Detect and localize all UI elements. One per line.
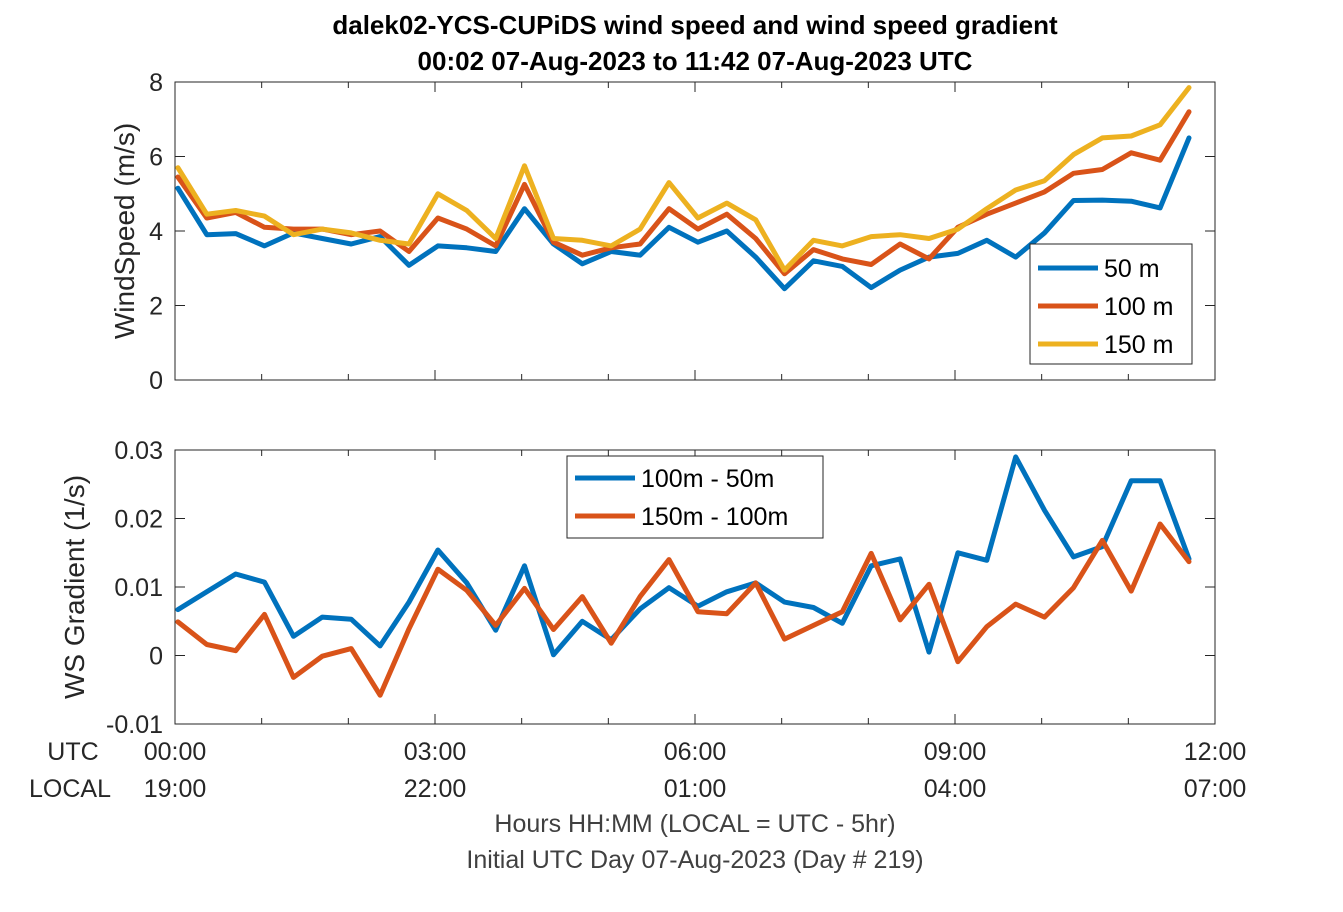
windspeed-legend-label: 150 m — [1104, 331, 1173, 359]
windspeed-ytick-label: 4 — [149, 218, 163, 246]
local-tick-label: 01:00 — [664, 775, 727, 803]
gradient-legend-label: 100m - 50m — [641, 465, 774, 493]
local-tick-label: 19:00 — [144, 775, 207, 803]
gradient-ylabel: WS Gradient (1/s) — [59, 475, 90, 699]
utc-row-label: UTC — [47, 738, 98, 766]
local-tick-label: 22:00 — [404, 775, 467, 803]
gradient-ytick-label: 0.01 — [114, 574, 163, 602]
gradient-ytick-label: -0.01 — [106, 711, 163, 739]
x-tick-labels: 00:00 19:00 03:00 22:00 06:00 01:00 09:00 04:00… — [144, 738, 1247, 803]
utc-tick-label: 09:00 — [924, 738, 987, 766]
local-tick-label: 07:00 — [1184, 775, 1247, 803]
windspeed-ytick-label: 0 — [149, 367, 163, 395]
utc-tick-label: 12:00 — [1184, 738, 1247, 766]
gradient-legend-box — [566, 455, 824, 539]
local-tick-label: 04:00 — [924, 775, 987, 803]
local-row-label: LOCAL — [29, 775, 111, 803]
gradient-series-2-line — [175, 521, 1192, 698]
windspeed-series-1-line — [175, 135, 1192, 292]
windspeed-series-lines — [175, 85, 1192, 292]
utc-tick-label: 06:00 — [664, 738, 727, 766]
gradient-series-1-line — [175, 454, 1192, 658]
windspeed-series-3-line — [175, 85, 1192, 273]
windspeed-ylabel: WindSpeed (m/s) — [109, 123, 140, 339]
windspeed-axes: 0 2 4 6 8 WindSpeed (m/s) 50 m 100 m 150 m — [109, 69, 1216, 395]
gradient-ytick-label: 0.03 — [114, 437, 163, 465]
gradient-legend: 100m - 50m 150m - 100m — [566, 455, 824, 539]
gradient-series-lines — [175, 454, 1192, 698]
windspeed-legend-label: 100 m — [1104, 293, 1173, 321]
gradient-legend-label: 150m - 100m — [641, 503, 788, 531]
windspeed-ticks: 0 2 4 6 8 — [149, 69, 1216, 395]
chart-subtitle: 00:02 07-Aug-2023 to 11:42 07-Aug-2023 U… — [418, 46, 973, 76]
gradient-ytick-label: 0.02 — [114, 506, 163, 534]
gradient-ticks: -0.01 0 0.01 0.02 0.03 — [106, 437, 1216, 739]
windspeed-ytick-label: 2 — [149, 293, 163, 321]
utc-tick-label: 03:00 — [404, 738, 467, 766]
gradient-axes: -0.01 0 0.01 0.02 0.03 WS Gradient (1/s) 100… — [59, 437, 1216, 739]
windspeed-ytick-label: 6 — [149, 144, 163, 172]
utc-tick-label: 00:00 — [144, 738, 207, 766]
windspeed-legend-label: 50 m — [1104, 255, 1160, 283]
windspeed-legend: 50 m 100 m 150 m — [1029, 243, 1193, 365]
x-axis-note: Hours HH:MM (LOCAL = UTC - 5hr) — [494, 810, 895, 838]
gradient-ytick-label: 0 — [149, 643, 163, 671]
windspeed-ytick-label: 8 — [149, 69, 163, 97]
initial-day-note: Initial UTC Day 07-Aug-2023 (Day # 219) — [466, 846, 923, 874]
chart-title: dalek02-YCS-CUPiDS wind speed and wind s… — [332, 10, 1058, 40]
